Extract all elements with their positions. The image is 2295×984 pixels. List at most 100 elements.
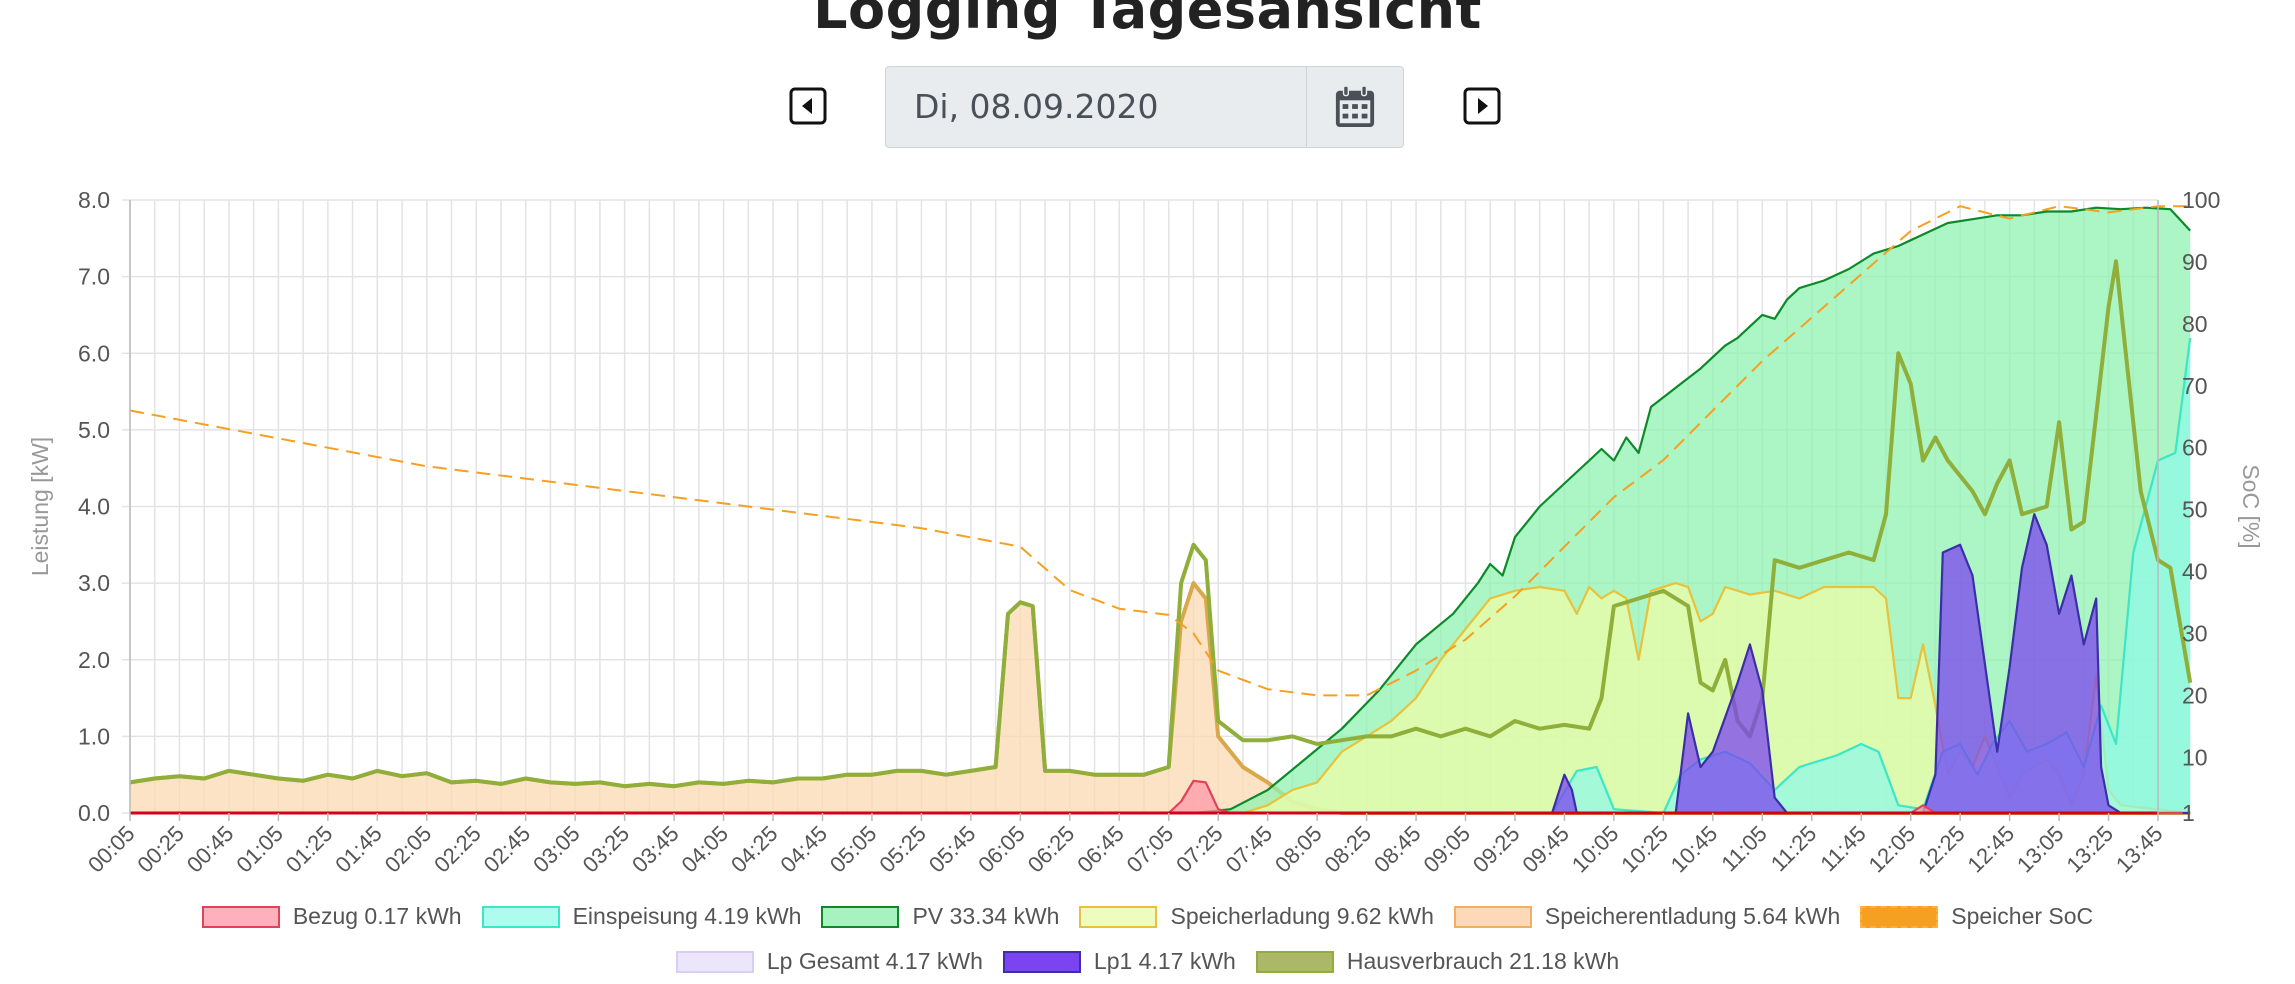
y-tick-left: 1.0 — [78, 723, 110, 749]
legend-row-2: Lp Gesamt 4.17 kWh Lp1 4.17 kWh Hausverbra… — [0, 948, 2295, 979]
calendar-icon — [1335, 85, 1375, 128]
x-tick-label: 10:25 — [1616, 821, 1673, 878]
y-tick-right: 20 — [2182, 682, 2208, 708]
x-tick-label: 06:45 — [1072, 821, 1129, 878]
legend-label: Speicher SoC — [1951, 903, 2094, 929]
x-tick-label: 13:25 — [2061, 821, 2118, 878]
y-tick-right: 60 — [2182, 435, 2208, 461]
x-tick-label: 09:45 — [1517, 821, 1574, 878]
y-axis-label-right: SoC [%] — [2238, 464, 2264, 548]
series-line-bezug — [130, 779, 2183, 815]
x-tick-label: 04:45 — [775, 821, 832, 878]
x-tick-label: 00:25 — [132, 821, 189, 878]
y-axis-label-left: Leistung [kW] — [27, 437, 53, 576]
x-tick-label: 13:45 — [2111, 821, 2168, 878]
legend-item[interactable]: Lp Gesamt 4.17 kWh — [675, 948, 983, 975]
x-tick-label: 11:05 — [1716, 821, 1771, 876]
legend: Bezug 0.17 kWh Einspeisung 4.19 kWh PV 33.… — [0, 903, 2295, 934]
y-tick-left: 7.0 — [78, 264, 110, 290]
x-tick-label: 07:45 — [1221, 821, 1278, 878]
legend-label: Einspeisung 4.19 kWh — [572, 903, 802, 929]
x-tick-label: 01:25 — [281, 821, 338, 878]
y-tick-left: 8.0 — [78, 187, 110, 213]
x-tick-label: 11:25 — [1766, 821, 1821, 876]
legend-item[interactable]: Lp1 4.17 kWh — [1002, 948, 1236, 975]
x-tick-label: 03:25 — [578, 821, 635, 878]
x-tick-label: 04:25 — [726, 821, 783, 878]
legend-swatch — [1002, 950, 1081, 973]
x-tick-label: 10:05 — [1567, 821, 1624, 878]
next-day-button[interactable] — [1463, 87, 1501, 125]
x-tick-label: 09:05 — [1418, 821, 1475, 878]
legend-label: PV 33.34 kWh — [912, 903, 1060, 929]
legend-swatch — [1453, 905, 1532, 928]
y-tick-right: 100 — [2182, 187, 2220, 213]
legend-label: Speicherladung 9.62 kWh — [1170, 903, 1434, 929]
legend-swatch — [675, 950, 754, 973]
legend-swatch — [1255, 950, 1334, 973]
x-tick-label: 12:05 — [1864, 821, 1921, 878]
series-line-speicher — [129, 205, 2191, 697]
y-tick-left: 3.0 — [78, 570, 110, 596]
x-tick-label: 12:45 — [1963, 821, 2020, 878]
x-tick-label: 07:25 — [1171, 821, 1228, 878]
legend-swatch — [821, 905, 900, 928]
legend-swatch — [201, 905, 280, 928]
x-tick-label: 05:05 — [825, 821, 882, 878]
y-tick-right: 10 — [2182, 744, 2208, 770]
x-tick-label: 02:25 — [429, 821, 486, 878]
legend-label: Hausverbrauch 21.18 kWh — [1346, 948, 1620, 974]
y-tick-right: 80 — [2182, 311, 2208, 337]
caret-right-square-icon — [1463, 87, 1501, 125]
legend-item[interactable]: Speicherentladung 5.64 kWh — [1453, 903, 1840, 930]
y-tick-right: 90 — [2182, 249, 2208, 275]
legend-item[interactable]: Speicher SoC — [1860, 903, 2093, 930]
y-tick-left: 2.0 — [78, 647, 110, 673]
legend-item[interactable]: Speicherladung 9.62 kWh — [1079, 903, 1434, 930]
x-tick-label: 00:05 — [83, 821, 140, 878]
x-tick-label: 03:05 — [528, 821, 585, 878]
legend-label: Lp1 4.17 kWh — [1093, 948, 1236, 974]
previous-day-button[interactable] — [789, 87, 827, 125]
y-tick-right: 30 — [2182, 620, 2208, 646]
calendar-button[interactable] — [1306, 67, 1403, 147]
series-line-hausverbrauch — [129, 259, 2193, 789]
series-area-lp1 — [130, 514, 2191, 813]
series-area-speicherladung — [130, 583, 2191, 813]
legend-swatch — [1860, 905, 1939, 928]
x-tick-label: 08:25 — [1320, 821, 1377, 878]
x-tick-label: 03:45 — [627, 821, 684, 878]
y-tick-left: 6.0 — [78, 340, 110, 366]
legend-item[interactable]: Hausverbrauch 21.18 kWh — [1255, 948, 1620, 975]
x-tick-label: 12:25 — [1913, 821, 1970, 878]
x-tick-label: 01:05 — [231, 821, 288, 878]
y-tick-left: 4.0 — [78, 494, 110, 520]
date-input[interactable]: Di, 08.09.2020 — [914, 87, 1159, 126]
x-tick-label: 06:05 — [973, 821, 1030, 878]
legend-swatch — [1079, 905, 1158, 928]
x-tick-label: 02:05 — [380, 821, 437, 878]
x-tick-label: 08:05 — [1270, 821, 1327, 878]
x-tick-label: 01:45 — [330, 821, 387, 878]
legend-item[interactable]: Einspeisung 4.19 kWh — [481, 903, 802, 930]
series-area-speicherentladung — [130, 583, 2191, 813]
y-tick-right: 40 — [2182, 559, 2208, 585]
date-picker[interactable]: Di, 08.09.2020 — [885, 66, 1404, 148]
legend-item[interactable]: Bezug 0.17 kWh — [201, 903, 462, 930]
y-tick-right: 50 — [2182, 497, 2208, 523]
legend-item[interactable]: PV 33.34 kWh — [821, 903, 1059, 930]
y-tick-left: 0.0 — [78, 800, 110, 826]
series-line-pv — [130, 206, 2192, 815]
series-line-lp1 — [130, 513, 2191, 815]
x-tick-label: 05:45 — [924, 821, 981, 878]
x-tick-label: 00:45 — [182, 821, 239, 878]
y-tick-right: 70 — [2182, 373, 2208, 399]
x-tick-label: 10:45 — [1666, 821, 1723, 878]
x-tick-label: 09:25 — [1468, 821, 1525, 878]
x-tick-label: 06:25 — [1023, 821, 1080, 878]
legend-swatch — [481, 905, 560, 928]
page-title: Logging Tagesansicht — [813, 0, 1482, 41]
x-tick-label: 02:45 — [479, 821, 536, 878]
caret-left-square-icon — [789, 87, 827, 125]
